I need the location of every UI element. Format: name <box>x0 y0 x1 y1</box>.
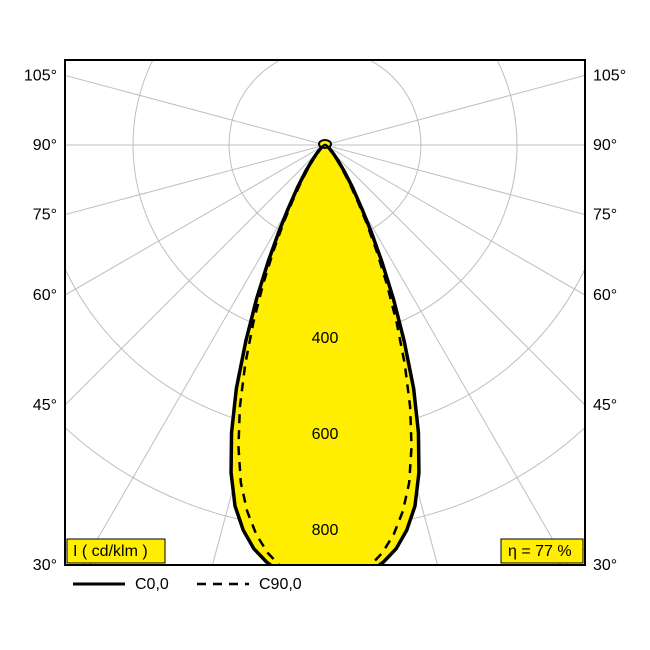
angle-label-right: 75° <box>593 207 617 224</box>
ring-label: 400 <box>312 330 339 347</box>
angle-label-left: 45° <box>33 397 57 414</box>
angle-label-left: 30° <box>33 557 57 574</box>
angle-label-right: 45° <box>593 397 617 414</box>
ring-label: 800 <box>312 522 339 539</box>
ring-label: 600 <box>312 426 339 443</box>
polar-svg: 400 600 800 105° 105° 90° 90° 75° 75° 60° 60° 45° 45… <box>0 0 650 650</box>
legend-c0: C0,0 <box>135 576 169 593</box>
polar-chart: 400 600 800 105° 105° 90° 90° 75° 75° 60° 60° 45° 45… <box>0 0 650 650</box>
unit-label: I ( cd/klm ) <box>73 543 148 560</box>
angle-label-right: 60° <box>593 287 617 304</box>
angle-label-left: 90° <box>33 137 57 154</box>
angle-label-left: 105° <box>24 67 57 84</box>
angle-label-right: 105° <box>593 67 626 84</box>
eta-label: η = 77 % <box>508 543 572 560</box>
legend-c90: C90,0 <box>259 576 302 593</box>
angle-label-left: 75° <box>33 207 57 224</box>
angle-label-left: 60° <box>33 287 57 304</box>
angle-label-right: 90° <box>593 137 617 154</box>
angle-label-right: 30° <box>593 557 617 574</box>
